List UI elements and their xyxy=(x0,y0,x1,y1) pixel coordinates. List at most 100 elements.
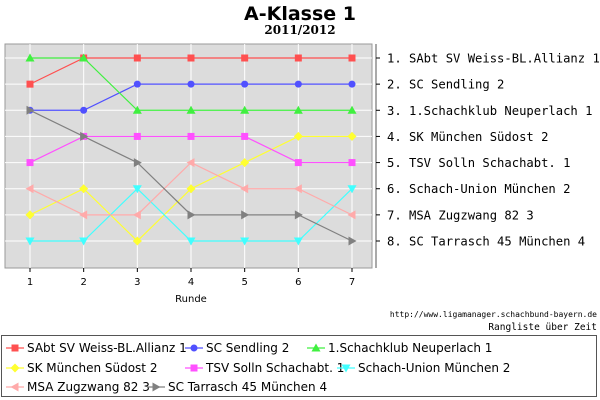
data-point xyxy=(133,132,141,140)
data-point xyxy=(241,80,249,88)
data-point xyxy=(79,210,88,220)
legend-label: SK München Südost 2 xyxy=(27,361,158,375)
x-tick-label: 1 xyxy=(27,277,33,288)
rank-label: 6. Schach-Union München 2 xyxy=(387,182,570,196)
data-point xyxy=(26,159,34,167)
legend-item: SC Tarrasch 45 München 4 xyxy=(147,378,327,396)
data-point xyxy=(293,184,302,194)
plot-area xyxy=(4,43,373,269)
data-point xyxy=(240,158,250,168)
legend-label: MSA Zugzwang 82 3 xyxy=(27,380,150,394)
data-point xyxy=(294,80,302,88)
data-point xyxy=(25,53,35,62)
rank-label: 8. SC Tarrasch 45 München 4 xyxy=(387,235,585,249)
legend-label: TSV Solln Schachabt. 1 xyxy=(206,361,345,375)
data-point xyxy=(347,131,357,141)
data-point xyxy=(240,184,249,194)
data-point xyxy=(293,131,303,141)
legend-item: MSA Zugzwang 82 3 xyxy=(6,378,150,396)
data-point xyxy=(26,80,34,88)
chart-title: A-Klasse 1 xyxy=(244,3,356,25)
data-point xyxy=(133,54,141,62)
data-point xyxy=(347,210,356,220)
rank-label: 4. SK München Südost 2 xyxy=(387,130,548,144)
legend-label: SC Tarrasch 45 München 4 xyxy=(168,380,328,394)
chart-subtitle: 2011/2012 xyxy=(264,23,336,37)
legend: SAbt SV Weiss-BL.Allianz 1 SC Sendling 2 1… xyxy=(1,335,597,397)
legend-item: SK München Südost 2 xyxy=(6,359,157,377)
data-point xyxy=(26,105,35,115)
source-url: http://www.ligamanager.schachbund-bayern… xyxy=(389,310,597,319)
series-3 xyxy=(25,53,357,114)
data-point xyxy=(79,237,89,246)
legend-item: SC Sendling 2 xyxy=(185,339,289,357)
data-point xyxy=(186,105,196,114)
data-point xyxy=(241,210,250,220)
legend-swatch xyxy=(6,382,24,392)
legend-swatch xyxy=(185,344,203,352)
data-point xyxy=(187,210,196,220)
rank-label: 5. TSV Solln Schachabt. 1 xyxy=(387,156,570,170)
rank-label: 2. SC Sendling 2 xyxy=(387,78,504,92)
legend-label: Schach-Union München 2 xyxy=(358,361,511,375)
legend-label: 1.Schachklub Neuperlach 1 xyxy=(328,341,493,355)
data-point xyxy=(294,210,303,220)
data-point xyxy=(25,210,35,220)
legend-item: SAbt SV Weiss-BL.Allianz 1 xyxy=(6,339,187,357)
rank-label: 3. 1.Schachklub Neuperlach 1 xyxy=(387,104,592,118)
x-tick-label: 3 xyxy=(134,277,140,288)
data-point xyxy=(186,237,196,246)
data-point xyxy=(186,184,196,194)
data-point xyxy=(294,54,302,62)
rank-label: 1. SAbt SV Weiss-BL.Allianz 1 xyxy=(387,52,600,66)
data-point xyxy=(80,131,89,141)
data-point xyxy=(25,184,34,194)
legend-swatch xyxy=(337,364,355,373)
data-point xyxy=(79,53,89,62)
data-point xyxy=(132,105,142,114)
legend-swatch xyxy=(307,343,325,352)
data-point xyxy=(348,54,356,62)
legend-label: SAbt SV Weiss-BL.Allianz 1 xyxy=(27,341,187,355)
rank-label: 7. MSA Zugzwang 82 3 xyxy=(387,208,534,222)
legend-label: SC Sendling 2 xyxy=(206,341,290,355)
legend-item: 1.Schachklub Neuperlach 1 xyxy=(307,339,492,357)
series-8 xyxy=(26,105,357,246)
x-axis-label: Runde xyxy=(175,294,207,305)
legend-swatch xyxy=(6,344,24,352)
data-point xyxy=(80,106,88,114)
data-point xyxy=(294,159,302,167)
data-point xyxy=(240,237,250,246)
data-point xyxy=(347,185,357,194)
data-point xyxy=(240,105,250,114)
data-point xyxy=(132,236,142,246)
data-point xyxy=(187,132,195,140)
data-point xyxy=(187,54,195,62)
data-point xyxy=(133,80,141,88)
data-point xyxy=(293,237,303,246)
data-point xyxy=(241,54,249,62)
x-tick-label: 5 xyxy=(241,277,247,288)
data-point xyxy=(132,210,141,220)
data-point xyxy=(241,132,249,140)
legend-item: TSV Solln Schachabt. 1 xyxy=(185,359,344,377)
data-point xyxy=(132,185,142,194)
data-point xyxy=(348,159,356,167)
chart-caption: Rangliste über Zeit xyxy=(488,322,597,333)
series-6 xyxy=(25,185,357,246)
x-tick-label: 7 xyxy=(349,277,355,288)
series-7 xyxy=(25,158,356,220)
legend-swatch xyxy=(185,364,203,372)
data-point xyxy=(187,80,195,88)
x-tick-label: 6 xyxy=(295,277,301,288)
data-point xyxy=(79,184,89,194)
series-4 xyxy=(25,131,357,246)
legend-swatch xyxy=(6,363,24,373)
data-point xyxy=(25,237,35,246)
legend-item: Schach-Union München 2 xyxy=(337,359,510,377)
legend-swatch xyxy=(147,382,165,392)
data-point xyxy=(293,105,303,114)
data-point xyxy=(348,80,356,88)
rank-chart: 1 2 3 4 5 6 7 Runde 1. SAbt SV Weiss-BL.Allianz … xyxy=(4,43,600,305)
x-tick-label: 4 xyxy=(188,277,194,288)
